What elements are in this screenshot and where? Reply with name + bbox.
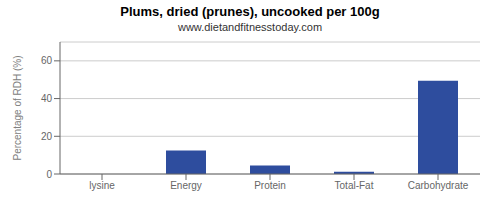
svg-text:20: 20 xyxy=(41,131,53,142)
svg-text:Energy: Energy xyxy=(170,180,202,191)
svg-text:Protein: Protein xyxy=(254,180,286,191)
html-text:Plums, dried (prunes), uncooke: Plums, dried (prunes), uncooked per 100g xyxy=(120,4,380,19)
svg-text:0: 0 xyxy=(46,169,52,180)
svg-text:lysine: lysine xyxy=(89,180,115,191)
html-text:www.dietandfitnesstoday.com: www.dietandfitnesstoday.com xyxy=(178,21,322,33)
svg-text:Percentage of RDH (%): Percentage of RDH (%) xyxy=(12,55,23,160)
svg-text:40: 40 xyxy=(41,93,53,104)
svg-text:Total-Fat: Total-Fat xyxy=(335,180,374,191)
svg-text:Carbohydrate: Carbohydrate xyxy=(408,180,469,191)
svg-text:60: 60 xyxy=(41,55,53,66)
